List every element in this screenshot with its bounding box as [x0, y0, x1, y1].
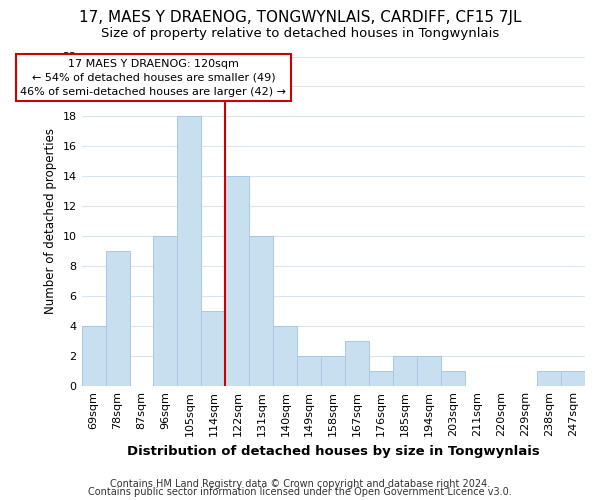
Bar: [154, 236, 178, 386]
Bar: [537, 371, 561, 386]
Bar: [82, 326, 106, 386]
Bar: [345, 341, 369, 386]
Bar: [369, 371, 393, 386]
Bar: [561, 371, 585, 386]
Y-axis label: Number of detached properties: Number of detached properties: [44, 128, 57, 314]
X-axis label: Distribution of detached houses by size in Tongwynlais: Distribution of detached houses by size …: [127, 444, 539, 458]
Bar: [321, 356, 345, 386]
Text: 17 MAES Y DRAENOG: 120sqm
← 54% of detached houses are smaller (49)
46% of semi-: 17 MAES Y DRAENOG: 120sqm ← 54% of detac…: [20, 58, 286, 96]
Bar: [393, 356, 417, 386]
Bar: [178, 116, 202, 386]
Bar: [226, 176, 250, 386]
Bar: [250, 236, 274, 386]
Bar: [298, 356, 321, 386]
Text: Contains public sector information licensed under the Open Government Licence v3: Contains public sector information licen…: [88, 487, 512, 497]
Bar: [417, 356, 441, 386]
Bar: [202, 312, 226, 386]
Text: 17, MAES Y DRAENOG, TONGWYNLAIS, CARDIFF, CF15 7JL: 17, MAES Y DRAENOG, TONGWYNLAIS, CARDIFF…: [79, 10, 521, 25]
Bar: [274, 326, 298, 386]
Bar: [441, 371, 465, 386]
Text: Size of property relative to detached houses in Tongwynlais: Size of property relative to detached ho…: [101, 28, 499, 40]
Bar: [106, 252, 130, 386]
Text: Contains HM Land Registry data © Crown copyright and database right 2024.: Contains HM Land Registry data © Crown c…: [110, 479, 490, 489]
